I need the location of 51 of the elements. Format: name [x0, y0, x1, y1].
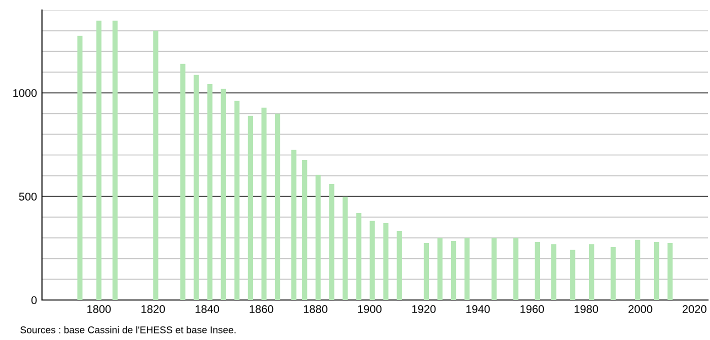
bar [112, 20, 118, 300]
bar [274, 114, 280, 300]
bar [291, 150, 296, 300]
bar [668, 243, 673, 300]
x-tick-label: 1880 [304, 305, 328, 314]
bar [654, 242, 660, 300]
x-tick-label: 1960 [520, 305, 544, 314]
bar [370, 220, 375, 300]
bar [96, 20, 102, 300]
bar [194, 74, 199, 300]
bar [261, 108, 267, 300]
bar [464, 238, 470, 300]
x-tick-label: 1860 [250, 305, 274, 314]
x-tick-label: 2020 [682, 305, 706, 314]
bar [234, 100, 240, 300]
bar [610, 246, 616, 300]
source-note: Sources : base Cassini de l'EHESS et base Insee. [20, 326, 236, 334]
y-tick-label: 1000 [13, 89, 37, 97]
bar [207, 84, 212, 300]
bar [424, 243, 430, 300]
bar [248, 116, 254, 300]
bar [570, 250, 576, 300]
y-tick-label: 500 [19, 192, 37, 201]
bar [534, 242, 540, 300]
bar [356, 213, 362, 300]
bar [342, 196, 348, 300]
bar [635, 240, 640, 300]
x-tick-label: 1840 [196, 305, 220, 314]
x-tick-label: 1820 [141, 305, 165, 314]
x-tick-label: 2000 [628, 305, 652, 314]
y-tick-label: 0 [31, 296, 37, 304]
bar [153, 30, 158, 300]
bar [589, 244, 594, 300]
bar [450, 240, 456, 300]
bar [383, 222, 388, 300]
bar [180, 64, 186, 300]
bar [77, 36, 82, 300]
x-tick-label: 1940 [466, 305, 490, 314]
bar [316, 174, 321, 300]
bar [396, 231, 402, 300]
bar [220, 88, 226, 300]
bar [329, 184, 334, 300]
x-tick-label: 1920 [412, 305, 436, 314]
x-tick-label: 1900 [358, 305, 382, 314]
x-tick-label: 1800 [87, 305, 111, 314]
bar [551, 244, 556, 300]
bar [513, 238, 518, 300]
x-tick-label: 1980 [574, 305, 598, 314]
bar [437, 238, 443, 300]
bar [492, 238, 497, 300]
bar [302, 160, 308, 300]
